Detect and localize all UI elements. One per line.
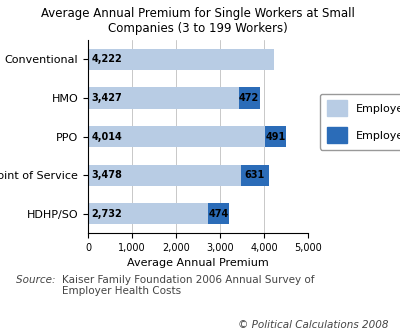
Bar (239, 87, 260, 109)
Text: 474: 474 (208, 209, 229, 219)
Text: 491: 491 (265, 132, 286, 142)
Text: 2,732: 2,732 (92, 209, 122, 219)
Text: Source:: Source: (16, 275, 59, 285)
Title: Average Annual Premium for Single Workers at Small
Companies (3 to 199 Workers): Average Annual Premium for Single Worker… (41, 7, 355, 35)
Text: 631: 631 (245, 170, 265, 180)
Legend: Employer, Employee: Employer, Employee (320, 94, 400, 150)
Text: 4,222: 4,222 (92, 54, 122, 64)
Bar (88, 49, 274, 70)
Text: Kaiser Family Foundation 2006 Annual Survey of
Employer Health Costs: Kaiser Family Foundation 2006 Annual Sur… (62, 275, 314, 296)
Text: 3,427: 3,427 (92, 93, 122, 103)
X-axis label: Average Annual Premium: Average Annual Premium (127, 258, 269, 268)
Bar (241, 165, 269, 186)
Bar (88, 203, 208, 224)
Bar (88, 126, 265, 147)
Text: © Political Calculations 2008: © Political Calculations 2008 (238, 320, 388, 330)
Bar (208, 203, 229, 224)
Bar (88, 87, 239, 109)
Text: 3,478: 3,478 (92, 170, 122, 180)
Bar (88, 165, 241, 186)
Text: 472: 472 (239, 93, 259, 103)
Bar (265, 126, 286, 147)
Text: 4,014: 4,014 (92, 132, 122, 142)
